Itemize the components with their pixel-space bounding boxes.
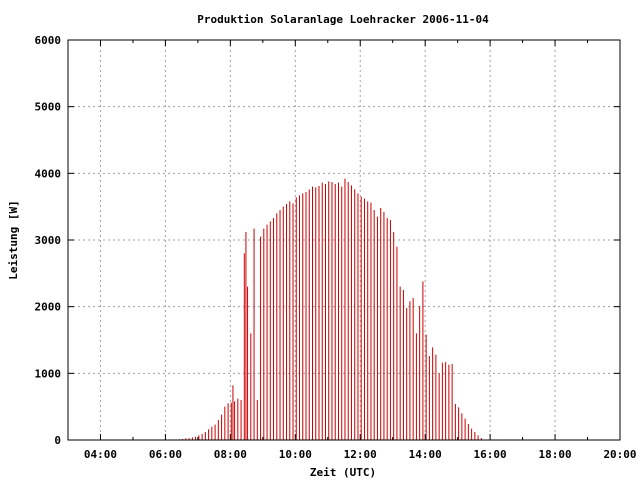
bars	[178, 178, 482, 440]
x-tick-label: 18:00	[538, 448, 571, 461]
y-tick-label: 4000	[35, 167, 62, 180]
x-tick-label: 12:00	[344, 448, 377, 461]
x-tick-label: 10:00	[279, 448, 312, 461]
x-tick-label: 16:00	[474, 448, 507, 461]
grid-lines	[68, 40, 620, 440]
chart-title: Produktion Solaranlage Loehracker 2006-1…	[197, 13, 489, 26]
x-tick-label: 20:00	[603, 448, 636, 461]
x-axis-label: Zeit (UTC)	[310, 466, 376, 479]
x-tick-label: 08:00	[214, 448, 247, 461]
y-tick-label: 5000	[35, 101, 62, 114]
y-tick-label: 6000	[35, 34, 62, 47]
y-tick-label: 2000	[35, 301, 62, 314]
y-axis-label: Leistung [W]	[7, 200, 20, 279]
axis-ticks: 0 1000 2000 3000 4000 5000 6000 04:00 06:00 08:00…	[35, 34, 637, 461]
x-tick-label: 14:00	[409, 448, 442, 461]
y-tick-label: 1000	[35, 367, 62, 380]
y-tick-label: 0	[54, 434, 61, 447]
x-tick-label: 04:00	[84, 448, 117, 461]
x-tick-label: 06:00	[149, 448, 182, 461]
y-tick-label: 3000	[35, 234, 62, 247]
